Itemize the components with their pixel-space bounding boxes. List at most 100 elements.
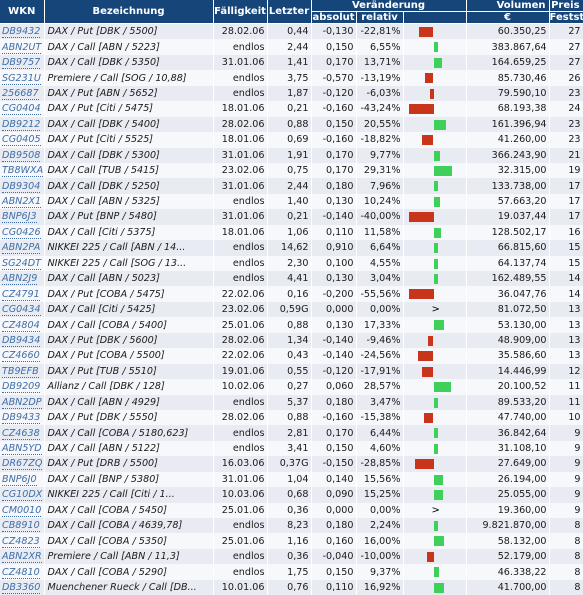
column-header-volumen[interactable]: Volumen [466, 0, 549, 12]
wkn-link-text[interactable]: ABN2X1 [2, 196, 41, 208]
wkn-link[interactable]: TB8WXA [0, 163, 44, 178]
wkn-link[interactable]: DB3360 [0, 580, 44, 595]
wkn-link[interactable]: CM0010 [0, 503, 44, 518]
wkn-link-text[interactable]: DB3360 [2, 582, 40, 594]
wkn-link-text[interactable]: CG0405 [2, 134, 41, 146]
wkn-link[interactable]: DB9508 [0, 148, 44, 163]
wkn-link[interactable]: DB9757 [0, 55, 44, 70]
wkn-link[interactable]: DB9434 [0, 333, 44, 348]
wkn-link[interactable]: BNP6J3 [0, 209, 44, 224]
wkn-link[interactable]: ABN2DP [0, 395, 44, 410]
wkn-link[interactable]: 256687 [0, 86, 44, 101]
column-header-wkn[interactable]: WKN [0, 0, 44, 24]
wkn-link[interactable]: DB9304 [0, 178, 44, 193]
wkn-link[interactable]: ABN2XR [0, 549, 44, 564]
wkn-link[interactable]: CB8910 [0, 518, 44, 533]
wkn-link[interactable]: CZ4660 [0, 348, 44, 363]
wkn-link-text[interactable]: DB9508 [2, 150, 40, 162]
wkn-link[interactable]: ABN2X1 [0, 194, 44, 209]
wkn-link-text[interactable]: DB9434 [2, 335, 40, 347]
wkn-link-text[interactable]: CB8910 [2, 520, 40, 532]
wkn-link-text[interactable]: ABN2XR [2, 551, 42, 563]
wkn-link[interactable]: CG0434 [0, 302, 44, 317]
column-header-letzter[interactable]: Letzter [267, 0, 311, 24]
wkn-link[interactable]: DB9432 [0, 24, 44, 40]
wkn-link-text[interactable]: DR67ZQ [2, 458, 42, 470]
wkn-link[interactable]: CZ4804 [0, 317, 44, 332]
wkn-link-text[interactable]: BNP6J3 [2, 211, 37, 223]
column-header-faelligkeit[interactable]: Fälligkeit [213, 0, 267, 24]
wkn-link[interactable]: CZ4810 [0, 564, 44, 579]
wkn-link-text[interactable]: DB9432 [2, 26, 40, 38]
wkn-link-text[interactable]: 256687 [2, 88, 39, 100]
wkn-link-text[interactable]: CG10DX [2, 489, 42, 501]
wkn-link[interactable]: CG0405 [0, 132, 44, 147]
wkn-link-text[interactable]: CG0404 [2, 103, 41, 115]
wkn-link[interactable]: BNP6J0 [0, 472, 44, 487]
wkn-link-text[interactable]: ABN2DP [2, 397, 42, 409]
wkn-link-text[interactable]: CZ4638 [2, 428, 40, 440]
wkn-link-text[interactable]: DB9304 [2, 181, 40, 193]
wkn-link-text[interactable]: ABN2J9 [2, 273, 37, 285]
wkn-link-text[interactable]: CZ4791 [2, 289, 40, 301]
wkn-link[interactable]: ABN2UT [0, 39, 44, 54]
wkn-link-text[interactable]: SG24DT [2, 258, 41, 270]
column-header-veraenderung[interactable]: Veränderung [311, 0, 466, 12]
column-header-bezeichnung[interactable]: Bezeichnung [44, 0, 213, 24]
wkn-link-text[interactable]: DB9212 [2, 119, 40, 131]
wkn-link[interactable]: CG0426 [0, 225, 44, 240]
wkn-link[interactable]: TB9EFB [0, 364, 44, 379]
wkn-link[interactable]: SG231U [0, 70, 44, 85]
column-header-preis[interactable]: Preis [549, 0, 583, 12]
wkn-link-text[interactable]: CG0426 [2, 227, 41, 239]
wkn-link[interactable]: CG10DX [0, 487, 44, 502]
column-header-absolut[interactable]: absolut [311, 12, 356, 24]
wkn-link-text[interactable]: SG231U [2, 73, 41, 85]
wkn-link-text[interactable]: ABN2UT [2, 42, 41, 54]
wkn-link[interactable]: DB9433 [0, 410, 44, 425]
wkn-link[interactable]: DR67ZQ [0, 456, 44, 471]
column-header-relativ[interactable]: relativ [356, 12, 403, 24]
wkn-link-text[interactable]: CZ4823 [2, 536, 40, 548]
wkn-link-text[interactable]: CZ4810 [2, 567, 40, 579]
wkn-link[interactable]: CZ4823 [0, 533, 44, 548]
wkn-link-text[interactable]: ABN5YD [2, 443, 42, 455]
wkn-link-text[interactable]: ABN2PA [2, 242, 40, 254]
wkn-link-text[interactable]: DB9433 [2, 412, 40, 424]
wkn-link-text[interactable]: DB9757 [2, 57, 40, 69]
wkn-link-text[interactable]: TB9EFB [2, 366, 39, 378]
wkn-link[interactable]: SG24DT [0, 256, 44, 271]
wkn-link-text[interactable]: BNP6J0 [2, 474, 37, 486]
wkn-link-text[interactable]: CM0010 [2, 505, 41, 517]
wkn-link-text[interactable]: CG0434 [2, 304, 41, 316]
wkn-link-text[interactable]: CZ4660 [2, 350, 40, 362]
wkn-link-text[interactable]: TB8WXA [2, 165, 43, 177]
